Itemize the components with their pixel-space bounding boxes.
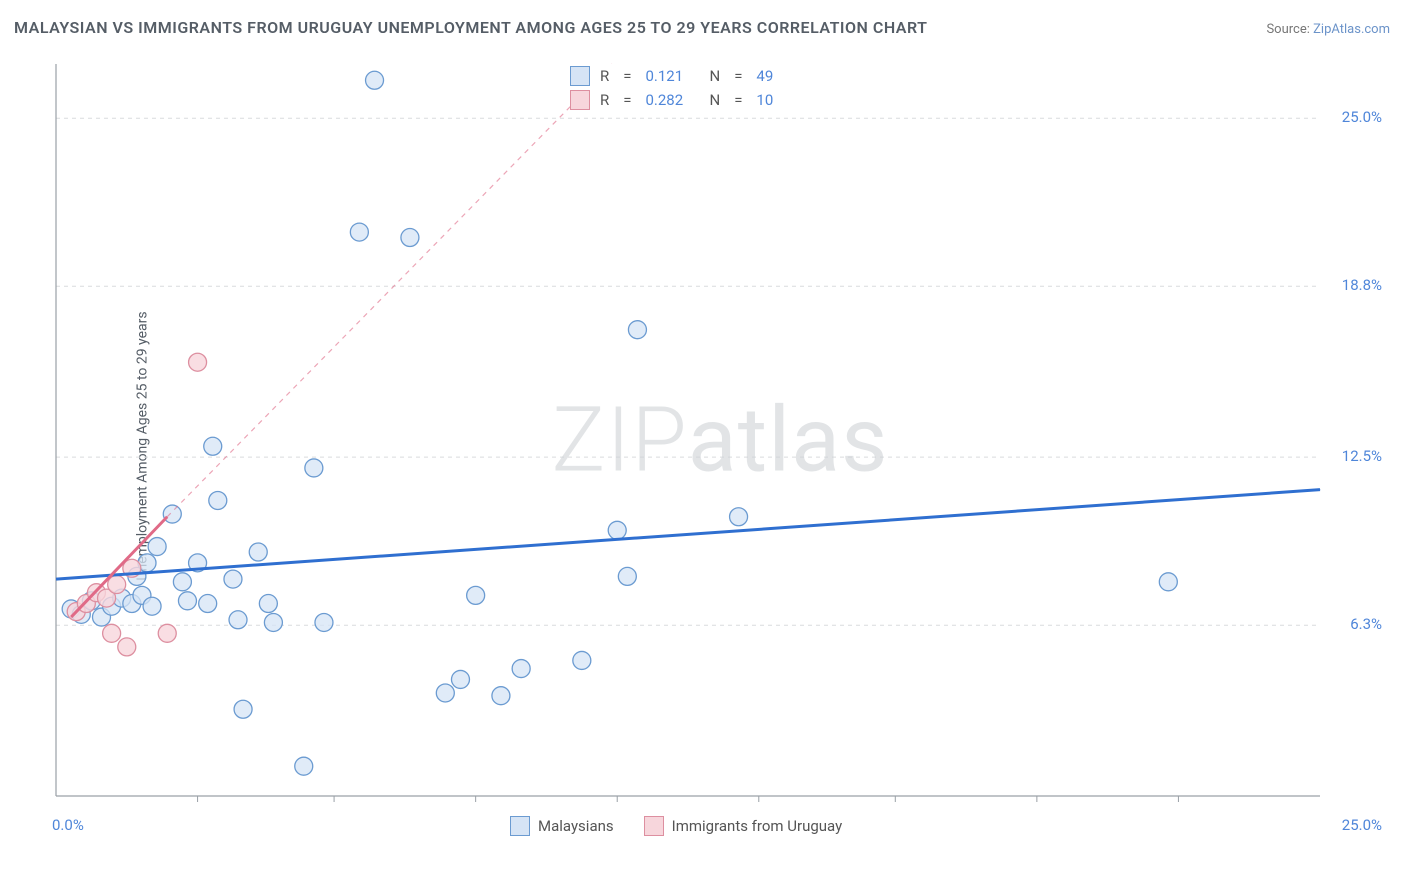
source-link[interactable]: ZipAtlas.com bbox=[1313, 22, 1390, 37]
legend-swatch bbox=[510, 816, 530, 836]
source-label: Source: bbox=[1266, 22, 1309, 37]
legend-series-item: Malaysians bbox=[510, 816, 614, 836]
equals-sign: = bbox=[623, 91, 631, 109]
legend-n-value: 10 bbox=[756, 91, 810, 109]
y-tick-label: 6.3% bbox=[1350, 615, 1382, 633]
y-tick-label: 12.5% bbox=[1342, 447, 1382, 465]
y-tick-label: 25.0% bbox=[1342, 108, 1382, 126]
y-tick-label: 18.8% bbox=[1342, 276, 1382, 294]
legend-series-label: Immigrants from Uruguay bbox=[672, 817, 843, 835]
legend-series-label: Malaysians bbox=[538, 817, 614, 835]
legend-swatch bbox=[644, 816, 664, 836]
x-tick-label: 0.0% bbox=[52, 816, 84, 834]
equals-sign: = bbox=[734, 91, 742, 109]
legend-r-value: 0.282 bbox=[645, 91, 699, 109]
legend-stats-row: R = 0.121 N = 49 bbox=[570, 64, 810, 88]
legend-r-label: R bbox=[600, 67, 609, 85]
legend-n-value: 49 bbox=[756, 67, 810, 85]
equals-sign: = bbox=[734, 67, 742, 85]
legend-stats-row: R = 0.282 N = 10 bbox=[570, 88, 810, 112]
equals-sign: = bbox=[623, 67, 631, 85]
chart-plot-area: ZIPatlas R=0.121N=49R=0.282N=10 Malaysia… bbox=[50, 60, 1390, 830]
legend-series-item: Immigrants from Uruguay bbox=[644, 816, 843, 836]
x-tick-label: 25.0% bbox=[1342, 816, 1382, 834]
legend-series: Malaysians Immigrants from Uruguay bbox=[510, 816, 842, 836]
legend-r-value: 0.121 bbox=[645, 67, 699, 85]
chart-svg bbox=[50, 60, 1390, 830]
legend-n-label: N bbox=[709, 91, 720, 109]
legend-swatch bbox=[570, 66, 590, 86]
legend-r-label: R bbox=[600, 91, 609, 109]
chart-title: MALAYSIAN VS IMMIGRANTS FROM URUGUAY UNE… bbox=[14, 18, 927, 37]
legend-swatch bbox=[570, 90, 590, 110]
legend-stats: R = 0.121 N = 49 R = 0.282 N = 10 bbox=[570, 64, 810, 112]
source-attribution: Source: ZipAtlas.com bbox=[1266, 22, 1390, 37]
legend-n-label: N bbox=[709, 67, 720, 85]
